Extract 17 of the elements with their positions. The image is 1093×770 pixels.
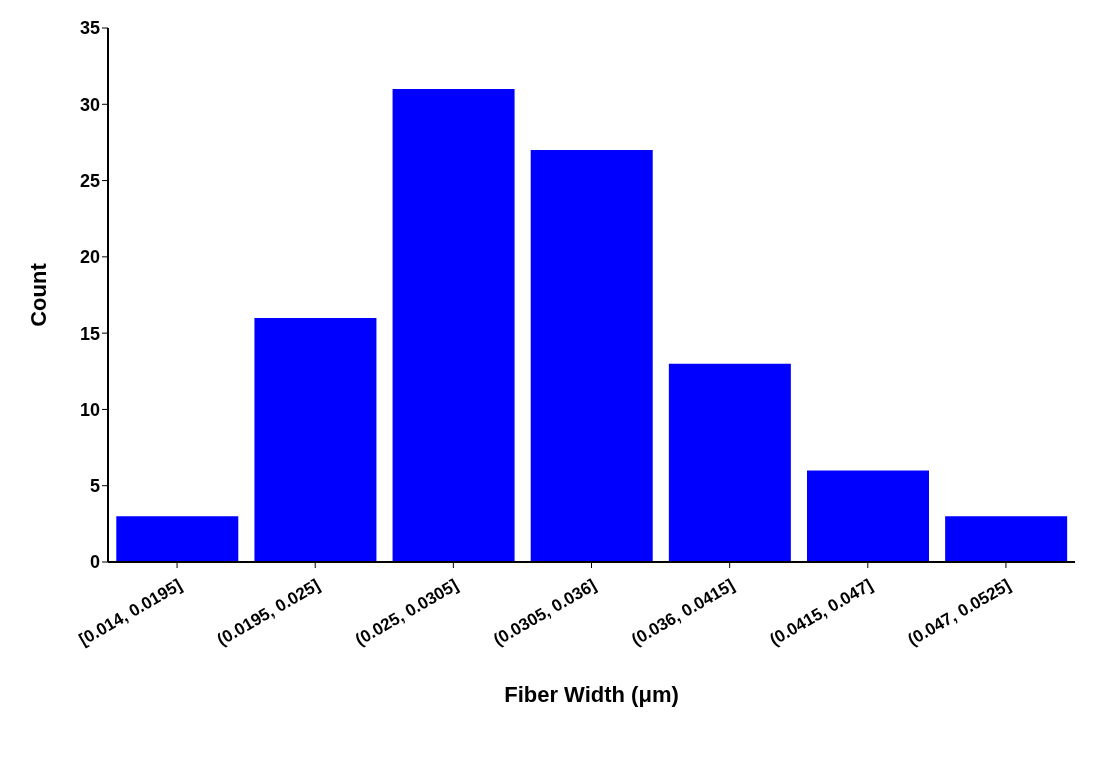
bar: [530, 150, 653, 562]
bar: [116, 516, 239, 562]
bar: [807, 470, 929, 562]
y-tick-label: 15: [79, 323, 100, 344]
y-tick-label: 5: [89, 476, 100, 497]
y-axis-title: Count: [25, 262, 51, 327]
bar: [945, 516, 1068, 562]
bar: [392, 89, 515, 562]
y-tick-label: 35: [79, 18, 100, 39]
y-tick-label: 10: [79, 399, 100, 420]
bar: [668, 363, 791, 562]
x-axis-title: Fiber Width (μm): [504, 682, 679, 707]
y-tick-label: 0: [89, 552, 100, 573]
y-tick-label: 25: [79, 170, 100, 191]
y-tick-label: 30: [79, 94, 100, 115]
bar: [254, 317, 377, 562]
y-tick-label: 20: [79, 247, 100, 268]
